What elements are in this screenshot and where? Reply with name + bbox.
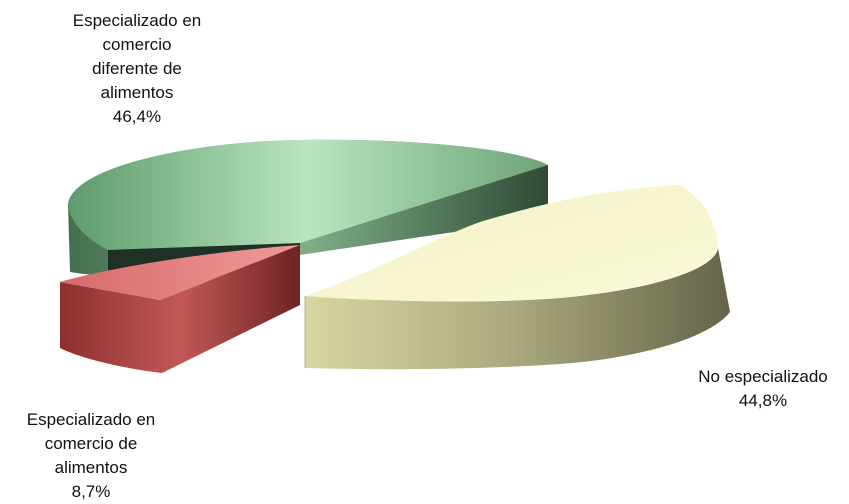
slice-no-especializado-side bbox=[305, 248, 730, 370]
slice-comercio-alimentos-side bbox=[60, 245, 300, 373]
slice-no-especializado bbox=[304, 185, 730, 370]
slice-no-especializado-top bbox=[305, 185, 718, 302]
label-comercio-alimentos-line-2: comercio de bbox=[45, 434, 138, 453]
slice-comercio-diferente-top bbox=[68, 139, 548, 250]
label-no-especializado: No especializado 44,8% bbox=[698, 367, 827, 410]
label-comercio-alimentos: Especializado en comercio de alimentos 8… bbox=[27, 410, 156, 501]
label-comercio-alimentos-line-3: alimentos bbox=[55, 458, 128, 477]
label-comercio-diferente-line-4: alimentos bbox=[101, 83, 174, 102]
label-comercio-diferente-line-1: Especializado en bbox=[73, 11, 202, 30]
label-comercio-alimentos-line-1: Especializado en bbox=[27, 410, 156, 429]
slice-comercio-alimentos bbox=[60, 245, 300, 373]
label-comercio-diferente: Especializado en comercio diferente de a… bbox=[73, 11, 202, 126]
slice-comercio-alimentos-top bbox=[60, 245, 300, 300]
label-no-especializado-value: 44,8% bbox=[739, 391, 787, 410]
label-comercio-diferente-value: 46,4% bbox=[113, 107, 161, 126]
label-no-especializado-line-1: No especializado bbox=[698, 367, 827, 386]
label-comercio-diferente-line-3: diferente de bbox=[92, 59, 182, 78]
label-comercio-diferente-line-2: comercio bbox=[103, 35, 172, 54]
label-comercio-alimentos-value: 8,7% bbox=[72, 482, 111, 501]
